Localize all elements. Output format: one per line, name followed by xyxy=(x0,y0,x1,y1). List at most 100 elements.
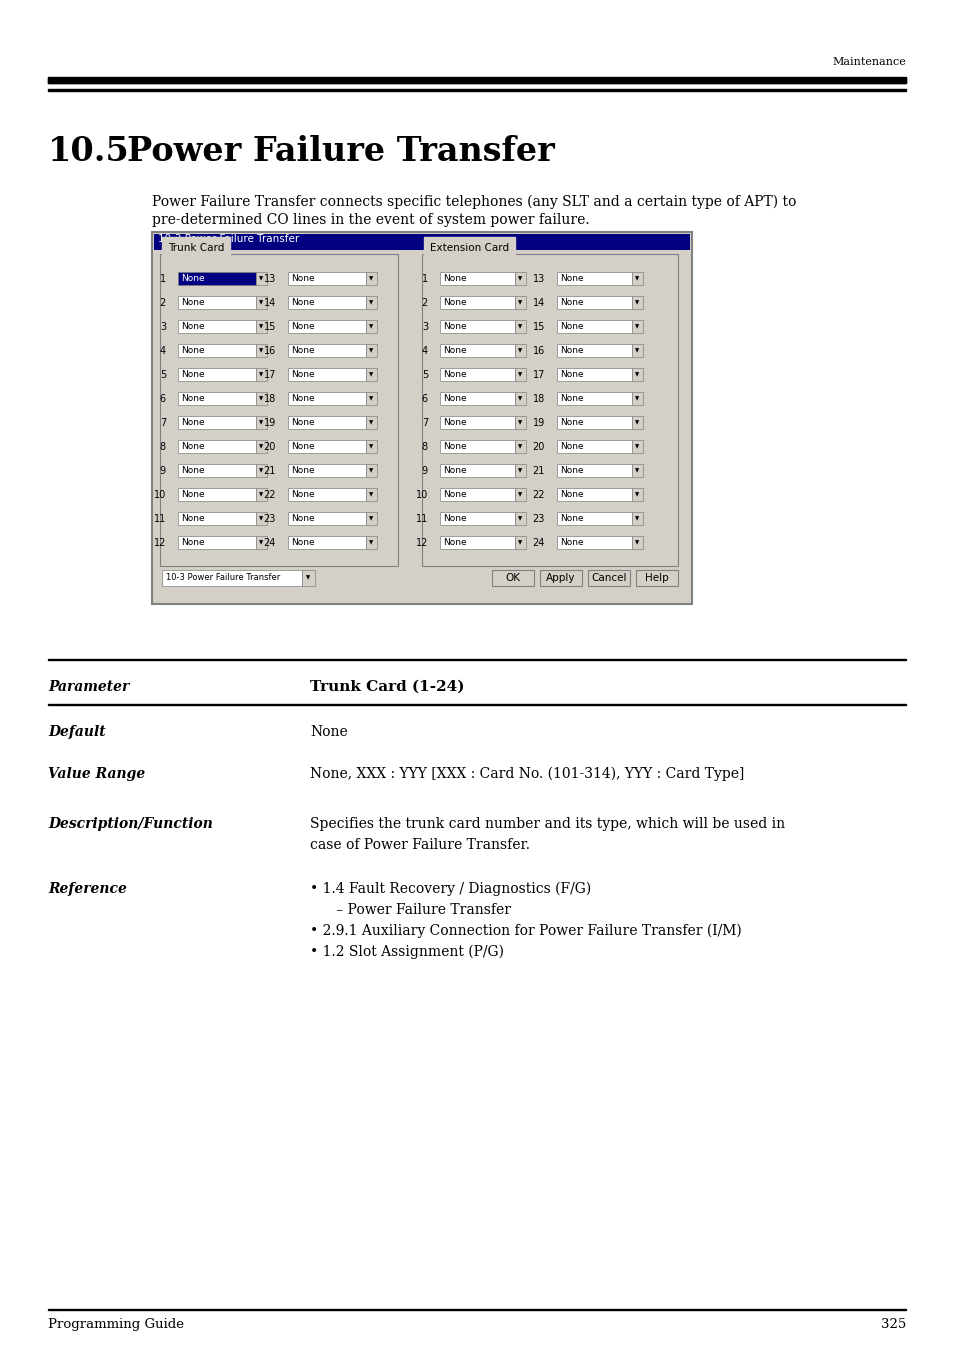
Bar xyxy=(288,320,366,332)
Text: None: None xyxy=(181,466,204,476)
Text: Cancel: Cancel xyxy=(591,573,626,584)
Bar xyxy=(48,658,905,661)
Text: None: None xyxy=(291,394,314,403)
Text: None: None xyxy=(291,346,314,355)
Bar xyxy=(288,392,366,405)
Bar xyxy=(288,272,366,285)
Bar xyxy=(160,254,397,566)
Bar xyxy=(439,536,515,549)
Text: ▼: ▼ xyxy=(517,300,522,305)
Text: ▼: ▼ xyxy=(259,276,263,281)
Text: 4: 4 xyxy=(421,346,428,355)
Text: 24: 24 xyxy=(532,538,544,547)
Text: ▼: ▼ xyxy=(517,276,522,281)
Text: ▼: ▼ xyxy=(369,516,374,521)
Text: ▼: ▼ xyxy=(369,276,374,281)
Text: None: None xyxy=(442,466,466,476)
Bar xyxy=(288,536,366,549)
Bar xyxy=(587,570,629,586)
Bar xyxy=(515,392,525,405)
Text: None: None xyxy=(291,274,314,282)
Text: ▼: ▼ xyxy=(635,492,639,497)
Bar xyxy=(366,416,376,430)
Text: ▼: ▼ xyxy=(517,372,522,377)
Text: 16: 16 xyxy=(532,346,544,355)
Bar xyxy=(557,416,631,430)
Bar xyxy=(557,463,631,477)
Text: 14: 14 xyxy=(532,297,544,308)
Text: None: None xyxy=(559,442,583,451)
Text: 15: 15 xyxy=(263,322,275,331)
Text: None: None xyxy=(559,538,583,547)
Bar xyxy=(255,320,267,332)
Bar xyxy=(178,345,255,357)
Text: ▼: ▼ xyxy=(635,467,639,473)
Bar xyxy=(178,488,255,501)
Text: ▼: ▼ xyxy=(517,540,522,544)
Bar xyxy=(636,570,678,586)
Text: None: None xyxy=(442,370,466,380)
Bar xyxy=(366,488,376,501)
Text: None: None xyxy=(442,417,466,427)
Bar xyxy=(288,488,366,501)
Text: Extension Card: Extension Card xyxy=(430,243,509,253)
Bar xyxy=(288,367,366,381)
Bar xyxy=(631,345,642,357)
Bar xyxy=(557,536,631,549)
Text: 5: 5 xyxy=(421,370,428,380)
Text: 9: 9 xyxy=(160,466,166,476)
Text: Programming Guide: Programming Guide xyxy=(48,1319,184,1331)
Bar xyxy=(288,512,366,526)
Text: 23: 23 xyxy=(532,513,544,523)
Text: 11: 11 xyxy=(416,513,428,523)
Bar xyxy=(153,234,689,250)
Text: ▼: ▼ xyxy=(259,300,263,305)
Text: 20: 20 xyxy=(263,442,275,451)
Bar xyxy=(515,345,525,357)
Bar xyxy=(366,367,376,381)
Text: None: None xyxy=(291,299,314,307)
Bar xyxy=(515,463,525,477)
Text: Reference: Reference xyxy=(48,882,127,896)
Text: None: None xyxy=(559,299,583,307)
Text: 23: 23 xyxy=(263,513,275,523)
Text: None: None xyxy=(291,417,314,427)
Text: None: None xyxy=(559,394,583,403)
Text: None: None xyxy=(442,274,466,282)
Text: 12: 12 xyxy=(416,538,428,547)
Bar xyxy=(162,570,302,586)
Text: ▼: ▼ xyxy=(369,349,374,353)
Text: None: None xyxy=(181,299,204,307)
Text: 10-3 Power Failure Transfer: 10-3 Power Failure Transfer xyxy=(166,574,280,582)
Text: Power Failure Transfer connects specific telephones (any SLT and a certain type : Power Failure Transfer connects specific… xyxy=(152,195,796,209)
Text: ▼: ▼ xyxy=(635,420,639,426)
Bar xyxy=(631,512,642,526)
Bar xyxy=(366,463,376,477)
Text: None: None xyxy=(559,417,583,427)
Text: None: None xyxy=(291,442,314,451)
Text: 9: 9 xyxy=(421,466,428,476)
Bar xyxy=(492,570,534,586)
Bar xyxy=(288,416,366,430)
Text: 12: 12 xyxy=(153,538,166,547)
Text: None: None xyxy=(181,513,204,523)
Text: 17: 17 xyxy=(263,370,275,380)
Bar xyxy=(255,440,267,453)
Bar xyxy=(439,296,515,309)
Text: None: None xyxy=(181,346,204,355)
Text: Help: Help xyxy=(644,573,668,584)
Text: 16: 16 xyxy=(263,346,275,355)
Text: Value Range: Value Range xyxy=(48,767,145,781)
Bar xyxy=(515,367,525,381)
Bar xyxy=(178,440,255,453)
Text: Trunk Card (1-24): Trunk Card (1-24) xyxy=(310,680,464,694)
Text: ▼: ▼ xyxy=(259,349,263,353)
Text: 22: 22 xyxy=(532,489,544,500)
Text: 10-3 Power Failure Transfer: 10-3 Power Failure Transfer xyxy=(158,234,299,245)
Bar xyxy=(439,512,515,526)
Text: 10: 10 xyxy=(153,489,166,500)
Text: ▼: ▼ xyxy=(369,444,374,449)
Bar xyxy=(631,320,642,332)
Text: None: None xyxy=(442,442,466,451)
Text: None: None xyxy=(181,538,204,547)
